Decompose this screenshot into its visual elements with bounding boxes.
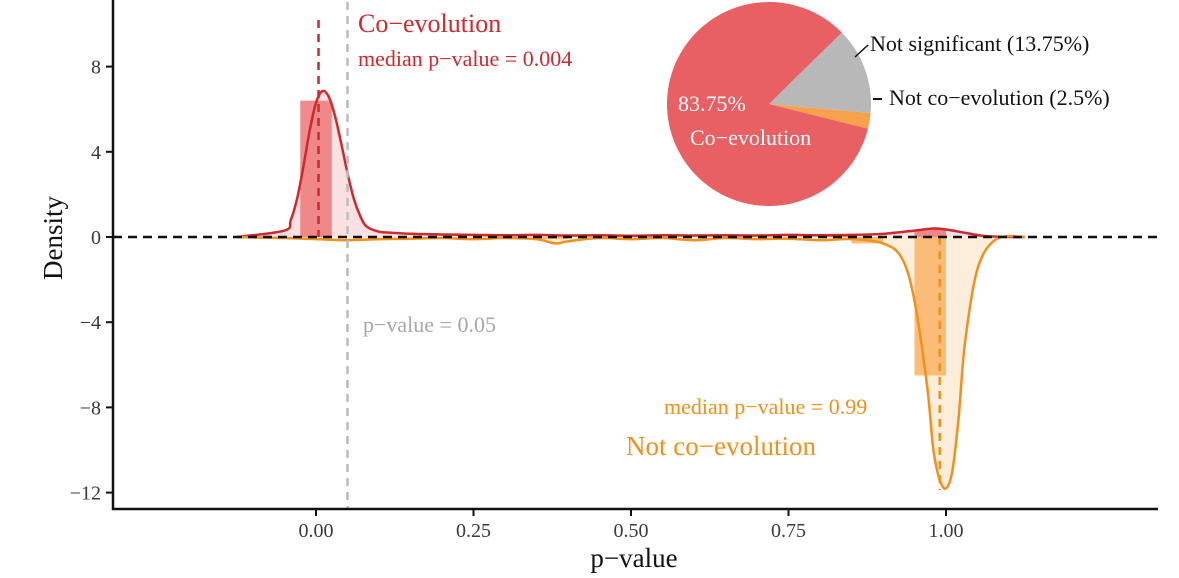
pie-not-co-evolution-label: Not co−evolution (2.5%) (889, 85, 1110, 110)
density-line-layer (237, 89, 1025, 490)
not-co-evolution-median-label: median p−value = 0.99 (664, 394, 867, 419)
density-fill-layer (237, 90, 1025, 489)
y-tick-label: −8 (80, 397, 101, 419)
y-tick-label: 0 (91, 227, 101, 249)
pie-slice (769, 32, 872, 113)
coevo-histogram-bar (914, 229, 946, 237)
axes-layer: 8 4 0 −4 −8 −12 0.00 0.25 0.50 0.75 1.00 (70, 0, 1158, 542)
x-tick-label: 0.75 (771, 520, 806, 542)
pie-not-significant-label: Not significant (13.75%) (870, 31, 1089, 56)
x-tick-label: 0.00 (299, 520, 334, 542)
y-axis-title: Density (38, 196, 68, 280)
pie-leader-line (854, 44, 869, 58)
inset-pie-chart (666, 1, 882, 206)
notco-histogram-bar (914, 237, 946, 376)
annotations-layer: Co−evolution median p−value = 0.004 p−va… (38, 9, 1110, 573)
coevo-density-area (237, 90, 1025, 238)
reference-lines-layer (113, 2, 1158, 509)
histogram-layer (300, 100, 946, 376)
y-tick-label: 4 (91, 142, 101, 164)
y-tick-label: 8 (91, 57, 101, 79)
x-axis-title: p−value (590, 543, 677, 573)
x-tick-label: 0.25 (456, 520, 491, 542)
co-evolution-label: Co−evolution (358, 9, 501, 38)
not-co-evolution-label: Not co−evolution (626, 431, 816, 461)
y-tick-label: −4 (80, 312, 101, 334)
threshold-label: p−value = 0.05 (363, 312, 496, 337)
x-tick-label: 0.50 (614, 520, 649, 542)
pie-slice (666, 1, 868, 206)
pie-co-evolution-label: Co−evolution (690, 125, 811, 150)
x-tick-label: 1.00 (929, 520, 964, 542)
y-tick-label: −12 (70, 483, 101, 505)
pie-co-evolution-percent: 83.75% (678, 91, 746, 116)
coevo-histogram-bar (300, 100, 332, 238)
co-evolution-median-label: median p−value = 0.004 (358, 46, 572, 71)
pie-slice (769, 104, 871, 129)
